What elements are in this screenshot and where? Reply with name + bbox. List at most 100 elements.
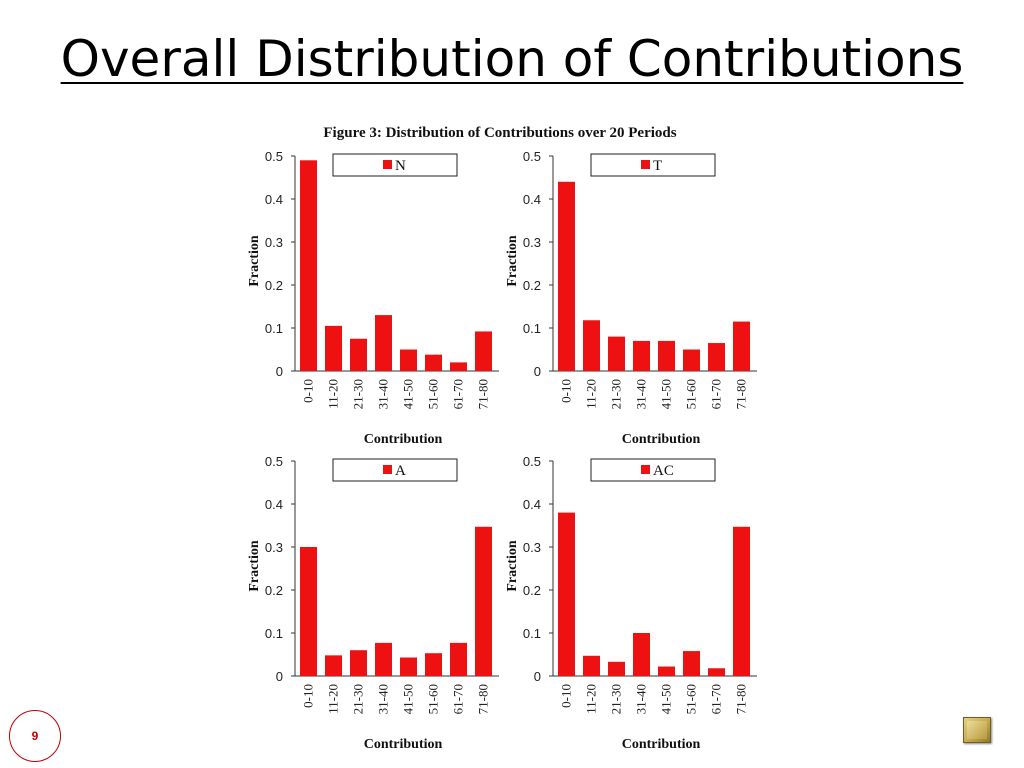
chart-1-bar [400,349,417,371]
chart-3-x-tick-label: 51-60 [426,684,441,714]
chart-1-legend-label: N [395,158,406,174]
chart-1-x-tick-label: 51-60 [426,379,441,409]
page-number: 9 [31,729,39,743]
chart-4-x-tick-label: 21-30 [609,684,624,714]
chart-4-y-tick-label: 0.4 [523,497,541,512]
chart-1-bar [350,338,367,371]
chart-2-y-axis-label: Fraction [505,235,520,287]
chart-1-x-tick-label: 41-50 [401,379,416,409]
chart-3-y-axis-label: Fraction [247,540,262,592]
chart-2-x-tick-label: 31-40 [634,379,649,409]
chart-2-bar [608,336,625,371]
chart-3-bar [375,642,392,676]
chart-1-y-tick-label: 0.4 [265,192,283,207]
chart-3-x-tick-label: 21-30 [351,684,366,714]
chart-4-x-tick-label: 61-70 [709,684,724,714]
chart-2-legend-swatch [641,160,650,169]
chart-4-bar [633,633,650,676]
chart-2-x-axis-label: Contribution [622,432,701,447]
chart-1-bar [300,160,317,371]
chart-3-y-tick-label: 0.4 [265,497,283,512]
chart-1-x-axis-label: Contribution [364,432,443,447]
chart-1-bar [325,325,342,371]
chart-1-bar [425,354,442,371]
chart-3-bar [475,526,492,676]
chart-4-x-tick-label: 0-10 [559,684,574,708]
chart-1-x-tick-label: 61-70 [451,379,466,409]
chart-4-y-tick-label: 0 [534,669,541,684]
chart-1-x-tick-label: 21-30 [351,379,366,409]
chart-1-y-tick-label: 0.1 [265,321,283,336]
chart-3-x-tick-label: 11-20 [326,684,341,714]
chart-3-x-tick-label: 71-80 [476,684,491,714]
chart-3-bar [300,547,317,676]
chart-3-y-tick-label: 0.3 [265,540,283,555]
chart-3-x-tick-label: 61-70 [451,684,466,714]
page-number-badge: 9 [9,710,61,762]
figure-caption: Figure 3: Distribution of Contributions … [323,125,677,141]
slide-title: Overall Distribution of Contributions [0,30,1024,88]
chart-3-bar [450,642,467,676]
chart-2-legend-label: T [653,158,662,174]
chart-2-x-tick-label: 71-80 [734,379,749,409]
chart-2-bar [558,181,575,371]
chart-4-y-axis-label: Fraction [505,540,520,592]
chart-2-bar [658,340,675,371]
chart-1-y-tick-label: 0 [276,364,283,379]
chart-4-legend-swatch [641,465,650,474]
chart-3-bar [400,657,417,676]
chart-2-y-tick-label: 0.3 [523,235,541,250]
chart-1-bar [475,331,492,371]
chart-2-x-tick-label: 11-20 [584,379,599,409]
chart-1-y-tick-label: 0.2 [265,278,283,293]
chart-3-x-tick-label: 0-10 [301,684,316,708]
chart-2-x-tick-label: 0-10 [559,379,574,403]
chart-3-x-tick-label: 41-50 [401,684,416,714]
chart-3-legend [332,458,458,482]
chart-4-y-tick-label: 0.1 [523,626,541,641]
chart-4-bar [608,661,625,676]
chart-4-bar [733,526,750,676]
chart-4-bar [658,666,675,676]
chart-2-y-tick-label: 0.4 [523,192,541,207]
chart-3-y-tick-label: 0.1 [265,626,283,641]
chart-3-bar [350,650,367,676]
slide-title-text: Overall Distribution of Contributions [60,30,964,88]
chart-4-bar [708,668,725,676]
chart-1-y-tick-label: 0.5 [265,149,283,164]
chart-2-x-tick-label: 51-60 [684,379,699,409]
chart-4-legend [590,458,716,482]
chart-4-y-tick-label: 0.3 [523,540,541,555]
chart-4-x-tick-label: 31-40 [634,684,649,714]
chart-1-bar [450,362,467,371]
chart-4-x-tick-label: 71-80 [734,684,749,714]
chart-2-x-tick-label: 21-30 [609,379,624,409]
chart-2-x-tick-label: 41-50 [659,379,674,409]
next-slide-icon[interactable] [963,717,991,743]
chart-2-x-tick-label: 61-70 [709,379,724,409]
chart-4-x-tick-label: 51-60 [684,684,699,714]
chart-2-y-tick-label: 0.1 [523,321,541,336]
chart-4-bar [683,651,700,676]
chart-2-y-tick-label: 0.5 [523,149,541,164]
chart-4-y-tick-label: 0.5 [523,454,541,469]
chart-2-legend [590,153,716,177]
chart-1-y-axis-label: Fraction [247,235,262,287]
chart-1-x-tick-label: 0-10 [301,379,316,403]
chart-1-legend-swatch [383,160,392,169]
chart-3-y-tick-label: 0 [276,669,283,684]
chart-4-x-tick-label: 11-20 [584,684,599,714]
chart-1-legend [332,153,458,177]
chart-1-x-tick-label: 31-40 [376,379,391,409]
chart-2-y-tick-label: 0.2 [523,278,541,293]
chart-2-bar [683,349,700,371]
chart-2-bar [583,320,600,371]
chart-3-legend-swatch [383,465,392,474]
chart-2-y-tick-label: 0 [534,364,541,379]
chart-3-bar [325,655,342,676]
chart-3-bar [425,653,442,676]
chart-3-legend-label: A [395,463,406,479]
chart-4-bar [583,655,600,676]
chart-3-y-tick-label: 0.2 [265,583,283,598]
chart-4-x-axis-label: Contribution [622,737,701,752]
